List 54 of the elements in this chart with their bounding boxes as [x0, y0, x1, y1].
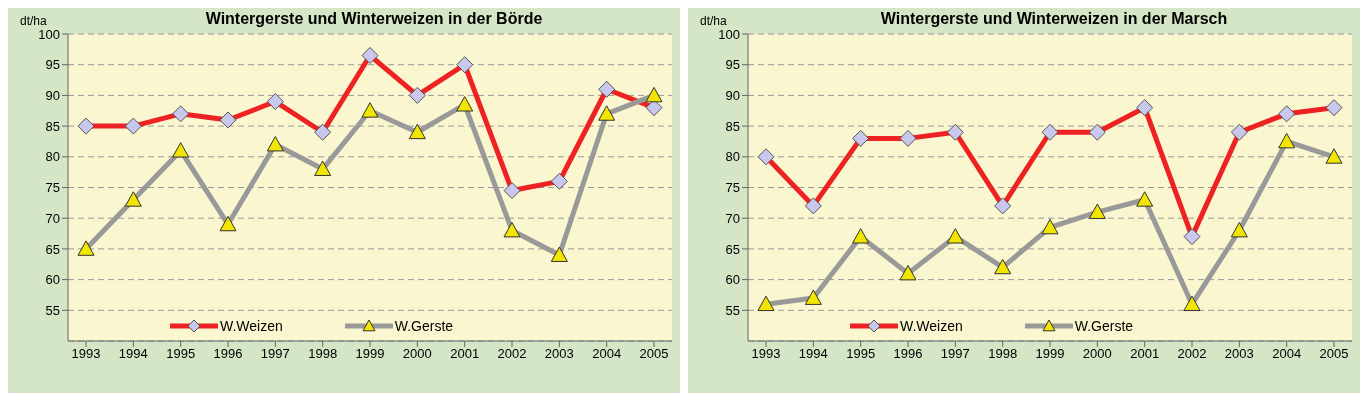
y-tick-label: 85: [725, 118, 740, 134]
y-tick-label: 75: [725, 180, 740, 196]
y-tick-label: 65: [45, 241, 60, 257]
x-tick-label: 1993: [71, 346, 101, 362]
y-tick-label: 55: [45, 302, 60, 318]
y-tick-label: 85: [45, 118, 60, 134]
x-tick-label: 2002: [497, 346, 527, 362]
y-tick-label: 60: [45, 272, 60, 288]
legend-label: W.Gerste: [394, 318, 454, 334]
x-tick-label: 1993: [751, 346, 781, 362]
chart-title: Wintergerste und Winterweizen in der Börde: [205, 10, 543, 27]
x-tick-label: 1998: [988, 346, 1018, 362]
y-tick-label: 75: [45, 180, 60, 196]
x-tick-label: 2005: [1319, 346, 1349, 362]
legend-label: W.Weizen: [900, 318, 963, 334]
y-tick-label: 80: [45, 149, 60, 165]
legend-label: W.Weizen: [220, 318, 283, 334]
x-tick-label: 1997: [260, 346, 290, 362]
y-tick-label: 60: [725, 272, 740, 288]
x-tick-label: 1999: [1035, 346, 1065, 362]
y-tick-label: 65: [725, 241, 740, 257]
x-tick-label: 2004: [1272, 346, 1302, 362]
x-tick-label: 1998: [308, 346, 338, 362]
x-tick-label: 2002: [1177, 346, 1207, 362]
x-tick-label: 2004: [592, 346, 622, 362]
y-tick-label: 70: [45, 210, 60, 226]
legend-label: W.Gerste: [1074, 318, 1134, 334]
y-tick-label: 95: [45, 57, 60, 73]
x-tick-label: 1999: [355, 346, 385, 362]
x-tick-label: 1996: [893, 346, 923, 362]
y-tick-label: 90: [45, 88, 60, 104]
chart-title: Wintergerste und Winterweizen in der Marsch: [880, 10, 1228, 27]
x-tick-label: 2003: [1224, 346, 1254, 362]
x-tick-label: 1995: [846, 346, 876, 362]
y-tick-label: 95: [725, 57, 740, 73]
y-tick-label: 80: [725, 149, 740, 165]
x-tick-label: 1996: [213, 346, 243, 362]
x-tick-label: 2000: [1082, 346, 1112, 362]
x-tick-label: 2000: [402, 346, 432, 362]
x-tick-label: 2001: [450, 346, 480, 362]
x-tick-label: 1994: [798, 346, 828, 362]
y-axis-title: dt/ha: [20, 14, 47, 28]
y-tick-label: 70: [725, 210, 740, 226]
y-tick-label: 100: [718, 26, 740, 42]
x-tick-label: 2005: [639, 346, 669, 362]
x-tick-label: 1995: [166, 346, 196, 362]
y-tick-label: 55: [725, 302, 740, 318]
y-tick-label: 90: [725, 88, 740, 104]
y-tick-label: 100: [38, 26, 60, 42]
x-tick-label: 1994: [118, 346, 148, 362]
y-axis-title: dt/ha: [700, 14, 727, 28]
x-tick-label: 1997: [940, 346, 970, 362]
x-tick-label: 2003: [544, 346, 574, 362]
x-tick-label: 2001: [1130, 346, 1160, 362]
